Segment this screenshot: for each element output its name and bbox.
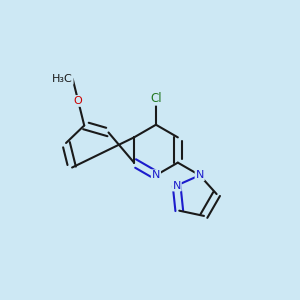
Text: N: N xyxy=(152,170,160,180)
Text: N: N xyxy=(172,181,181,190)
Text: H₃C: H₃C xyxy=(52,74,73,84)
Text: Cl: Cl xyxy=(150,92,162,105)
Text: N: N xyxy=(196,170,204,180)
Text: O: O xyxy=(74,96,82,106)
